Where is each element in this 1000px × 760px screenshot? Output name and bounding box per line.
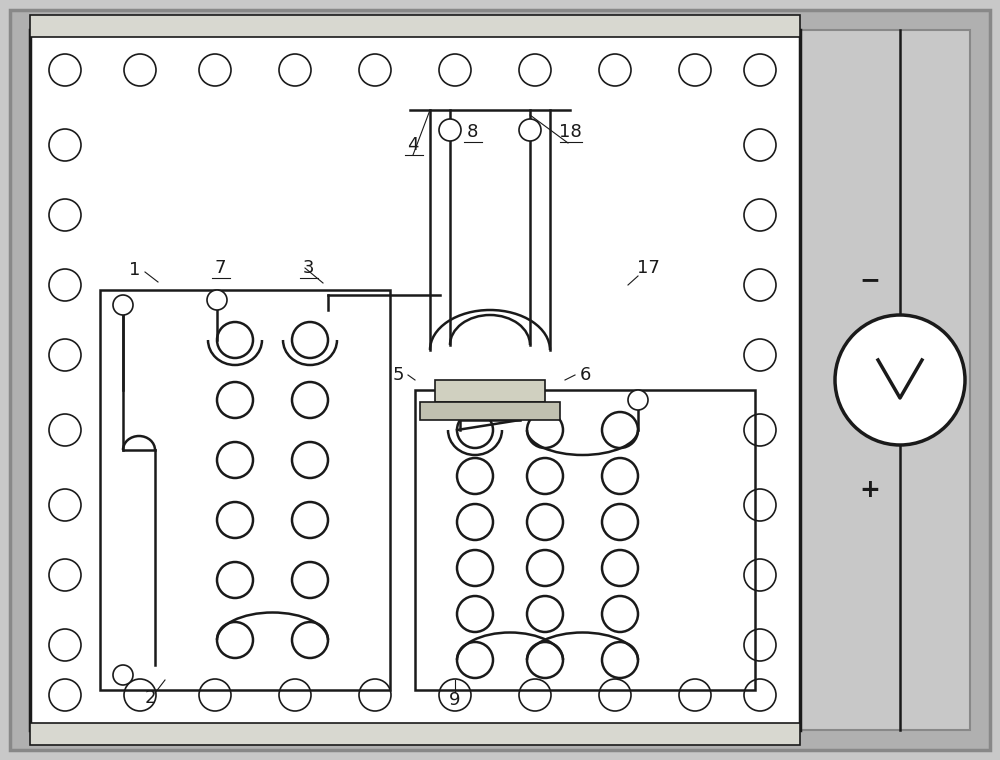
Circle shape [217,622,253,658]
Bar [30,723,800,745]
Circle shape [359,679,391,711]
Bar [800,30,970,730]
Circle shape [679,679,711,711]
Circle shape [49,559,81,591]
Circle shape [527,458,563,494]
Circle shape [679,54,711,86]
Circle shape [628,390,648,410]
Circle shape [744,679,776,711]
Circle shape [217,382,253,418]
Circle shape [744,269,776,301]
Circle shape [744,199,776,231]
Text: 5: 5 [392,366,404,384]
Circle shape [599,679,631,711]
Circle shape [519,54,551,86]
Circle shape [744,54,776,86]
Bar [100,290,390,690]
Text: +: + [860,478,880,502]
Bar [30,15,800,37]
Circle shape [292,562,328,598]
Circle shape [199,54,231,86]
Circle shape [744,559,776,591]
Circle shape [292,502,328,538]
Circle shape [457,458,493,494]
Circle shape [49,339,81,371]
Circle shape [292,442,328,478]
Circle shape [527,412,563,448]
Circle shape [207,290,227,310]
Text: 2: 2 [144,689,156,707]
Circle shape [602,412,638,448]
Circle shape [359,54,391,86]
Bar [415,390,755,690]
Circle shape [744,129,776,161]
Text: 8: 8 [466,123,478,141]
Circle shape [439,679,471,711]
Text: 17: 17 [637,259,659,277]
Circle shape [217,322,253,358]
Circle shape [124,679,156,711]
Circle shape [527,550,563,586]
Circle shape [113,665,133,685]
Bar [420,402,560,420]
Circle shape [124,54,156,86]
Text: 1: 1 [129,261,141,279]
Circle shape [744,414,776,446]
Circle shape [279,54,311,86]
Circle shape [292,322,328,358]
Circle shape [49,489,81,521]
Circle shape [744,629,776,661]
Circle shape [279,679,311,711]
Text: 18: 18 [559,123,581,141]
Circle shape [113,295,133,315]
Circle shape [49,629,81,661]
Circle shape [457,596,493,632]
Text: −: − [860,268,881,292]
Circle shape [217,442,253,478]
Circle shape [527,504,563,540]
Text: 3: 3 [302,259,314,277]
Circle shape [602,642,638,678]
Bar [435,380,545,402]
Circle shape [519,119,541,141]
Text: 9: 9 [449,691,461,709]
Circle shape [602,550,638,586]
Circle shape [744,489,776,521]
Circle shape [457,550,493,586]
Circle shape [744,339,776,371]
Circle shape [527,642,563,678]
Circle shape [49,414,81,446]
Circle shape [217,562,253,598]
Circle shape [49,679,81,711]
Circle shape [49,269,81,301]
Circle shape [439,54,471,86]
Circle shape [602,504,638,540]
Circle shape [602,458,638,494]
Circle shape [599,54,631,86]
Circle shape [602,596,638,632]
Text: 4: 4 [407,136,419,154]
Text: 6: 6 [579,366,591,384]
Circle shape [519,679,551,711]
Text: 7: 7 [214,259,226,277]
Circle shape [457,412,493,448]
Circle shape [457,504,493,540]
Circle shape [439,119,461,141]
Circle shape [527,596,563,632]
Circle shape [217,502,253,538]
Circle shape [292,382,328,418]
Circle shape [49,129,81,161]
Circle shape [292,622,328,658]
Circle shape [835,315,965,445]
Circle shape [457,642,493,678]
Circle shape [49,54,81,86]
Bar [30,30,800,730]
Circle shape [49,199,81,231]
Circle shape [199,679,231,711]
